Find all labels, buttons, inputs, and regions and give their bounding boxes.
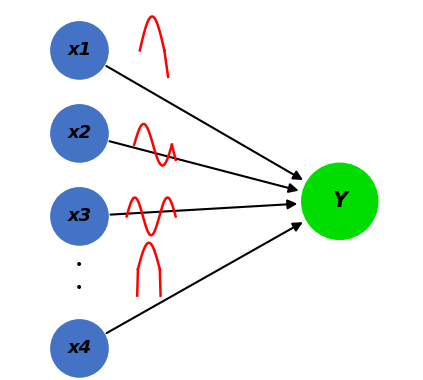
Text: x3: x3	[67, 207, 91, 225]
Circle shape	[51, 105, 108, 162]
Text: x2: x2	[67, 124, 91, 142]
Text: Y: Y	[332, 191, 347, 211]
Circle shape	[302, 164, 377, 239]
Circle shape	[51, 320, 108, 377]
Circle shape	[51, 188, 108, 245]
Text: •: •	[75, 258, 84, 272]
Text: •: •	[75, 281, 84, 295]
Text: x1: x1	[67, 41, 91, 59]
Circle shape	[51, 22, 108, 79]
Text: x4: x4	[67, 339, 91, 358]
